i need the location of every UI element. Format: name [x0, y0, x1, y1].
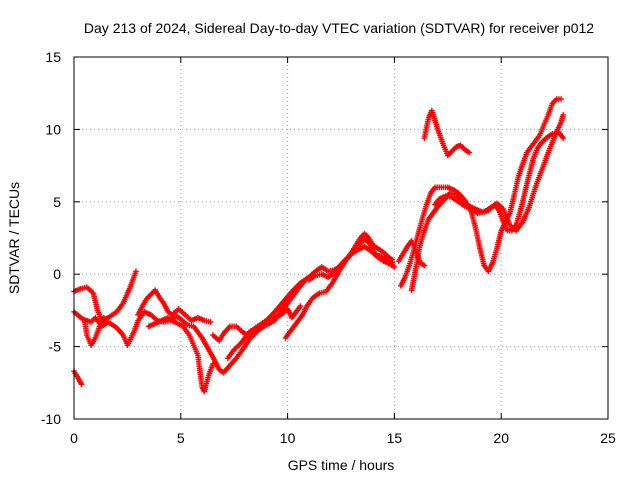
series-satellite-track-C: [71, 368, 85, 388]
y-tick-label: 5: [53, 194, 61, 210]
series-satellite-track-B: [71, 275, 310, 376]
series-satellite-track-J: [306, 243, 398, 283]
series-satellite-track-N: [432, 112, 566, 234]
data-point: [558, 96, 564, 102]
series-satellite-track-G: [210, 303, 304, 344]
x-tick-label: 20: [493, 430, 509, 446]
series-satellite-track-K: [398, 96, 564, 289]
data-point: [210, 361, 216, 367]
data-point: [78, 381, 85, 388]
x-tick-label: 0: [70, 430, 78, 446]
data-point: [207, 319, 214, 325]
x-tick-label: 25: [600, 430, 616, 446]
x-tick-label: 5: [177, 430, 185, 446]
x-axis-label: GPS time / hours: [288, 457, 395, 473]
chart-title: Day 213 of 2024, Sidereal Day-to-day VTE…: [84, 20, 594, 36]
data-layer: [71, 96, 566, 395]
series-satellite-track-M: [421, 107, 472, 159]
y-axis-label: SDTVAR / TECUs: [6, 182, 22, 294]
series-satellite-track-A: [71, 268, 139, 324]
data-point: [560, 135, 566, 141]
grid-layer: [74, 57, 608, 419]
y-tick-label: 0: [53, 266, 61, 282]
x-tick-label: 15: [387, 430, 403, 446]
y-tick-label: 10: [45, 121, 61, 137]
data-point: [101, 314, 107, 321]
data-point: [133, 268, 139, 275]
x-tick-label: 10: [280, 430, 296, 446]
y-tick-label: -5: [49, 339, 62, 355]
series-satellite-track-F: [135, 287, 214, 325]
tick-layer: 0 5 10 15 20 25 -10 -5 0 5 10 15: [41, 49, 616, 446]
y-tick-label: 15: [45, 49, 61, 65]
data-point: [391, 264, 398, 270]
y-tick-label: -10: [41, 411, 61, 427]
data-point: [466, 149, 472, 156]
series-satellite-track-D: [81, 314, 107, 348]
plot-frame: [73, 56, 609, 420]
data-point: [389, 256, 396, 263]
data-point: [560, 112, 566, 118]
data-point: [297, 303, 304, 309]
series-satellite-track-O: [395, 238, 428, 269]
data-point: [421, 262, 428, 269]
series-satellite-track-E: [145, 314, 216, 395]
